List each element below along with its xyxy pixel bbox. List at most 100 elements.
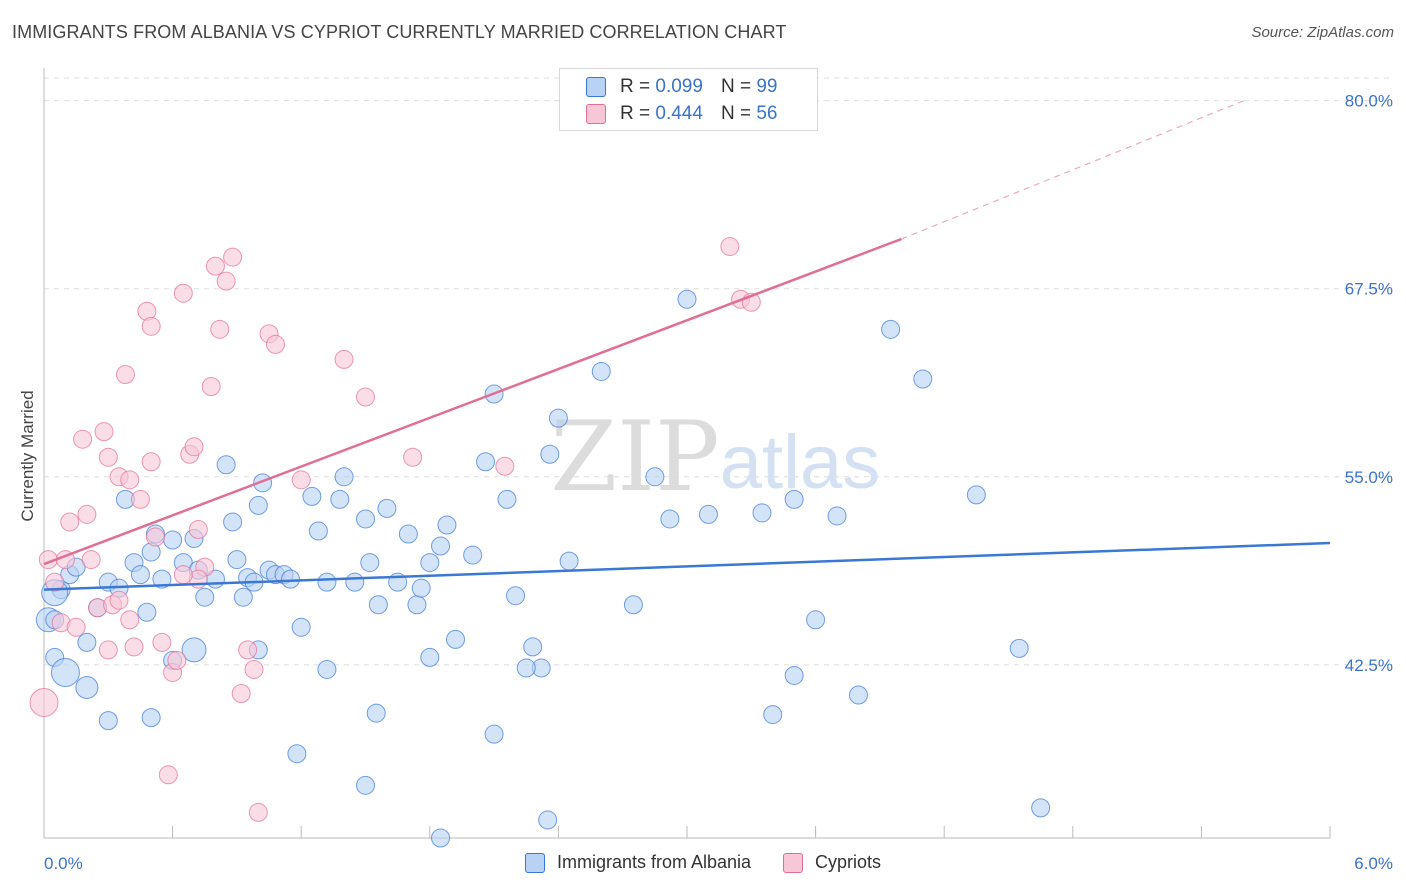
data-point-cypriots xyxy=(29,688,59,718)
trend-line-cypriots xyxy=(43,237,902,566)
legend-r-label: R = xyxy=(620,76,651,97)
trend-line-albania xyxy=(43,541,1331,591)
y-tick-label: 80.0% xyxy=(1345,92,1393,111)
trend-lines xyxy=(43,100,1331,591)
data-point-albania xyxy=(152,569,172,589)
legend-n-value: 99 xyxy=(756,76,778,97)
data-point-cypriots xyxy=(248,802,268,822)
data-point-albania xyxy=(476,452,496,472)
legend-n-label: N = xyxy=(720,103,752,124)
data-point-albania xyxy=(130,565,150,585)
data-point-albania xyxy=(497,489,517,509)
legend-swatch-cypriots xyxy=(586,104,606,124)
legend-swatch-albania xyxy=(586,77,606,97)
data-point-cypriots xyxy=(141,316,161,336)
data-point-albania xyxy=(516,658,536,678)
legend-r-value: 0.099 xyxy=(655,76,703,97)
data-point-albania xyxy=(538,810,558,830)
data-point-cypriots xyxy=(98,640,118,660)
y-tick-label: 67.5% xyxy=(1345,280,1393,299)
data-point-albania xyxy=(431,828,451,848)
data-point-cypriots xyxy=(94,422,114,442)
data-point-cypriots xyxy=(124,637,144,657)
watermark-atlas: atlas xyxy=(720,420,881,505)
chart-title: IMMIGRANTS FROM ALBANIA VS CYPRIOT CURRE… xyxy=(12,22,787,42)
data-point-cypriots xyxy=(120,470,140,490)
data-point-albania xyxy=(334,467,354,487)
data-point-cypriots xyxy=(216,271,236,291)
series-albania-points xyxy=(35,289,1051,848)
data-point-cypriots xyxy=(81,550,101,570)
data-point-albania xyxy=(77,632,97,652)
legend-n-value: 56 xyxy=(756,103,778,124)
data-point-albania xyxy=(420,553,440,573)
watermark: ZIP atlas xyxy=(550,401,880,513)
data-point-albania xyxy=(216,455,236,475)
data-point-albania xyxy=(98,711,118,731)
data-point-albania xyxy=(827,506,847,526)
data-point-cypriots xyxy=(238,640,258,660)
legend: R = 0.099 N = 99 R = 0.444 N = 56 xyxy=(559,68,818,131)
data-point-cypriots xyxy=(73,429,93,449)
data-point-albania xyxy=(446,629,466,649)
data-point-albania xyxy=(330,489,350,509)
data-point-albania xyxy=(559,551,579,571)
data-point-cypriots xyxy=(145,527,165,547)
data-point-albania xyxy=(302,486,322,506)
watermark-zip: ZIP xyxy=(550,401,719,513)
data-point-albania xyxy=(506,586,526,606)
bottom-legend-albania[interactable]: Immigrants from Albania xyxy=(524,852,751,873)
data-point-albania xyxy=(317,572,337,592)
data-point-albania xyxy=(223,512,243,532)
data-point-cypriots xyxy=(265,334,285,354)
tick-labels: 42.5% 55.0% 67.5% 80.0% 0.0% 6.0% xyxy=(44,92,1393,873)
bottom-legend-cypriots[interactable]: Cypriots xyxy=(783,852,881,873)
data-point-albania xyxy=(591,361,611,381)
data-point-albania xyxy=(308,521,328,541)
data-point-albania xyxy=(484,724,504,744)
data-point-albania xyxy=(437,515,457,535)
data-point-cypriots xyxy=(720,237,740,257)
data-point-cypriots xyxy=(403,447,423,467)
data-point-cypriots xyxy=(115,364,135,384)
data-point-albania xyxy=(356,775,375,795)
data-point-albania xyxy=(233,587,253,607)
data-point-cypriots xyxy=(141,452,161,472)
data-point-albania xyxy=(287,744,307,764)
data-point-cypriots xyxy=(201,377,221,397)
data-point-cypriots xyxy=(60,512,80,532)
data-point-albania xyxy=(523,637,543,657)
data-point-albania xyxy=(540,444,560,464)
data-point-albania xyxy=(50,657,80,687)
source-label: Source: ZipAtlas.com xyxy=(1251,24,1394,41)
data-point-albania xyxy=(752,503,772,523)
data-point-albania xyxy=(645,467,665,487)
data-point-albania xyxy=(677,289,697,309)
data-point-cypriots xyxy=(334,349,354,369)
bottom-legend: Immigrants from Albania Cypriots xyxy=(0,852,1406,873)
data-point-albania xyxy=(966,485,986,505)
data-point-albania xyxy=(195,587,215,607)
data-point-cypriots xyxy=(188,519,208,539)
y-tick-label: 55.0% xyxy=(1345,468,1393,487)
data-point-cypriots xyxy=(77,504,97,524)
data-point-albania xyxy=(806,610,826,630)
data-point-albania xyxy=(181,637,207,663)
data-point-cypriots xyxy=(244,659,264,679)
data-point-albania xyxy=(317,659,337,679)
data-point-albania xyxy=(407,595,427,615)
data-point-cypriots xyxy=(120,610,140,630)
data-point-albania xyxy=(227,550,247,570)
data-point-albania xyxy=(913,369,933,389)
x-tick-label: 6.0% xyxy=(1354,854,1393,873)
data-point-albania xyxy=(280,569,300,589)
data-point-cypriots xyxy=(210,319,230,339)
data-point-albania xyxy=(1031,798,1051,818)
data-point-albania xyxy=(431,536,451,556)
data-point-albania xyxy=(881,319,901,339)
data-point-albania xyxy=(848,685,868,705)
legend-row-cypriots: R = 0.444 N = 56 xyxy=(586,103,777,125)
data-point-cypriots xyxy=(291,470,311,490)
data-point-albania xyxy=(463,545,483,565)
data-point-cypriots xyxy=(173,565,193,585)
